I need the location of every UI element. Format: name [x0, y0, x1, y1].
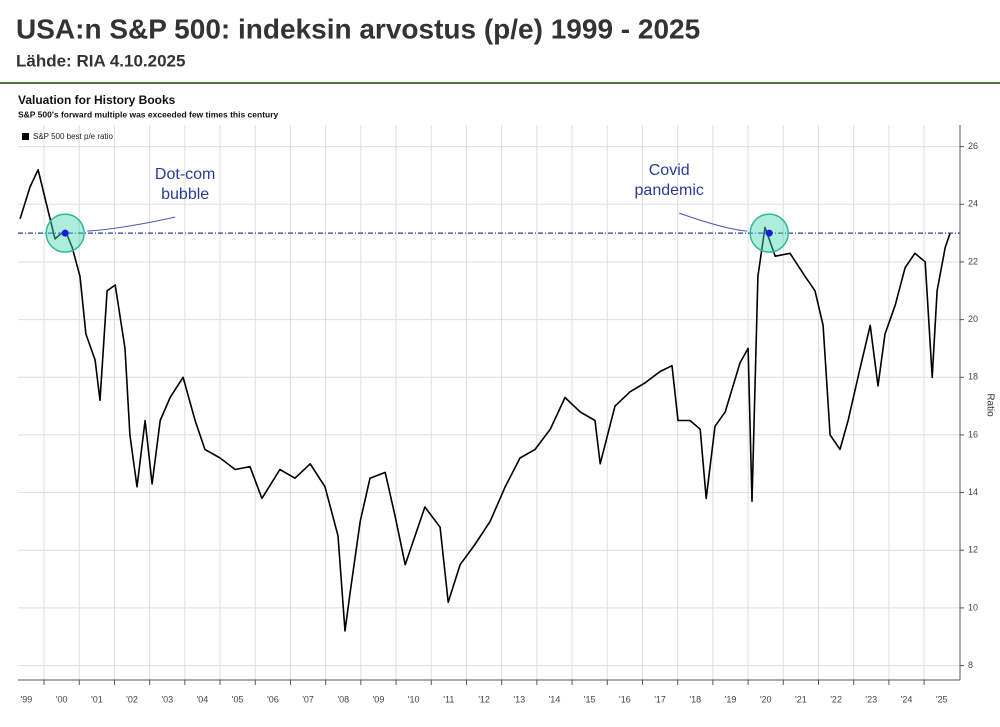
x-tick-label: '23 [865, 694, 877, 704]
x-tick-label: '13 [513, 694, 525, 704]
x-tick-label: '19 [725, 694, 737, 704]
x-tick-label: '21 [795, 694, 807, 704]
x-tick-label: '25 [936, 694, 948, 704]
annotation-arrow [87, 216, 176, 232]
x-tick-label: '04 [197, 694, 209, 704]
y-axis-label: Ratio [984, 393, 995, 417]
x-tick-label: '22 [830, 694, 842, 704]
x-tick-label: '15 [584, 694, 596, 704]
data-line [19, 168, 951, 632]
x-tick-label: '16 [619, 694, 631, 704]
y-tick-label: 26 [968, 141, 978, 151]
y-tick-label: 24 [968, 199, 978, 209]
legend-swatch [22, 133, 29, 140]
x-tick-label: '00 [56, 694, 68, 704]
y-tick-label: 20 [968, 314, 978, 324]
x-tick-label: '07 [302, 694, 314, 704]
x-tick-label: '18 [689, 694, 701, 704]
annotation-arrow [679, 212, 748, 232]
highlight-dot [765, 229, 773, 237]
x-tick-label: '09 [373, 694, 385, 704]
y-tick-label: 16 [968, 429, 978, 439]
y-tick-label: 8 [968, 660, 973, 670]
x-tick-label: '24 [901, 694, 913, 704]
x-tick-label: '20 [760, 694, 772, 704]
x-tick-label: '01 [91, 694, 103, 704]
x-tick-label: '02 [126, 694, 138, 704]
x-tick-label: '99 [21, 694, 33, 704]
y-tick-label: 22 [968, 256, 978, 266]
x-tick-label: '17 [654, 694, 666, 704]
x-tick-label: '05 [232, 694, 244, 704]
y-tick-label: 12 [968, 545, 978, 555]
x-tick-label: '14 [549, 694, 561, 704]
x-tick-label: '08 [337, 694, 349, 704]
x-tick-label: '06 [267, 694, 279, 704]
page-title: USA:n S&P 500: indeksin arvostus (p/e) 1… [16, 13, 700, 44]
y-tick-label: 14 [968, 487, 978, 497]
page-source: Lähde: RIA 4.10.2025 [16, 51, 185, 70]
x-tick-label: '12 [478, 694, 490, 704]
x-tick-label: '03 [161, 694, 173, 704]
annotation: Dot-com bubble [154, 166, 216, 204]
x-tick-label: '11 [443, 694, 454, 704]
chart-title: Valuation for History Books [18, 93, 176, 107]
legend-label: S&P 500 best p/e ratio [33, 132, 113, 141]
highlight-dot [61, 229, 69, 237]
y-tick-label: 18 [968, 372, 978, 382]
y-tick-label: 10 [968, 602, 978, 612]
x-tick-label: '10 [408, 694, 420, 704]
chart-subtitle: S&P 500's forward multiple was exceeded … [18, 109, 279, 119]
annotation: Covid pandemic [634, 162, 704, 200]
